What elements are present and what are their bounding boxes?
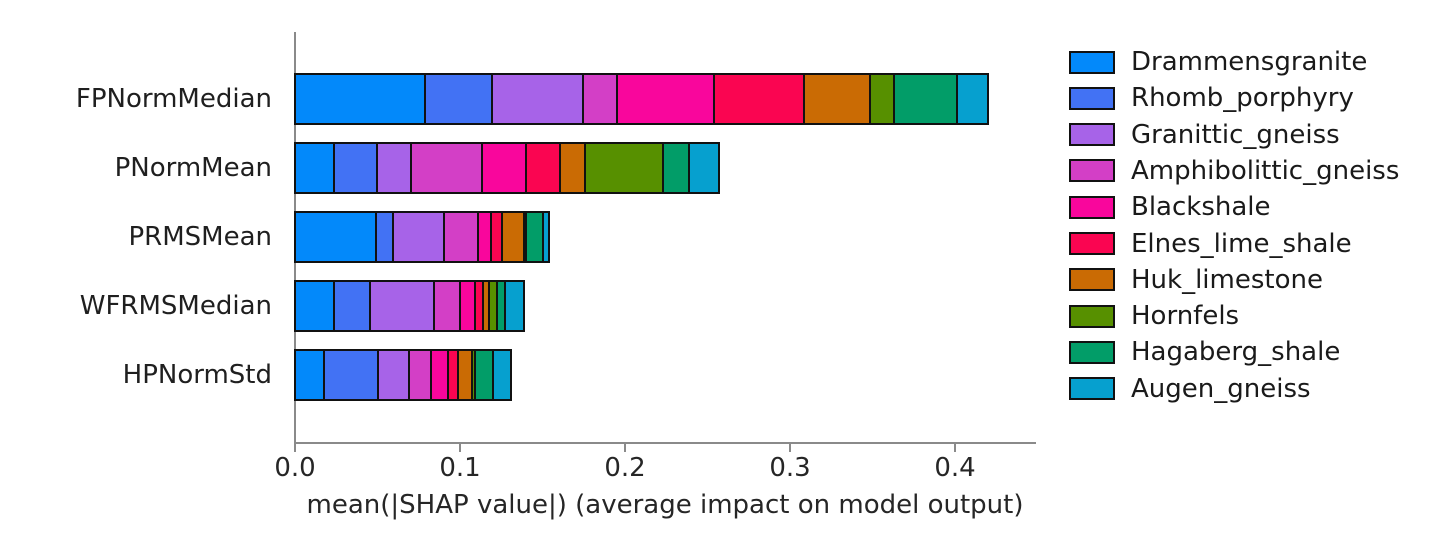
legend-swatch	[1069, 268, 1115, 292]
bar-segment	[424, 73, 494, 125]
legend-item: Blackshale	[1069, 190, 1271, 224]
legend-swatch	[1069, 195, 1115, 219]
bar-segment	[323, 349, 380, 401]
legend-label: Drammensgranite	[1131, 47, 1368, 77]
legend-item: Hornfels	[1069, 299, 1239, 333]
legend-label: Hagaberg_shale	[1131, 337, 1341, 368]
y-tick-label: PRMSMean	[128, 222, 272, 252]
legend-item: Amphibolittic_gneiss	[1069, 154, 1399, 188]
bar-segment	[615, 73, 715, 125]
legend-label: Blackshale	[1131, 192, 1271, 223]
x-tick-mark	[294, 443, 296, 452]
legend-item: Elnes_lime_shale	[1069, 227, 1352, 261]
bar-segment	[524, 142, 562, 194]
legend-swatch	[1069, 159, 1115, 183]
bar-segment	[712, 73, 806, 125]
bar-segment	[559, 142, 586, 194]
bar-segment	[541, 211, 550, 263]
x-tick-mark	[789, 443, 791, 452]
bar-row	[294, 280, 526, 332]
legend-swatch	[1069, 377, 1115, 401]
x-axis-label: mean(|SHAP value|) (average impact on mo…	[306, 490, 1024, 520]
legend-item: Drammensgranite	[1069, 45, 1367, 79]
legend-swatch	[1069, 50, 1115, 74]
bar-segment	[955, 73, 989, 125]
x-tick-mark	[459, 443, 461, 452]
bar-segment	[491, 73, 584, 125]
y-tick-label: PNormMean	[114, 153, 272, 183]
legend-item: Hagaberg_shale	[1069, 335, 1340, 369]
legend-swatch	[1069, 123, 1115, 147]
bar-segment	[893, 73, 958, 125]
bar-segment	[583, 142, 665, 194]
legend-item: Granittic_gneiss	[1069, 118, 1340, 152]
bar-segment	[688, 142, 720, 194]
legend-swatch	[1069, 232, 1115, 255]
legend-label: Rhomb_porphyry	[1131, 83, 1354, 114]
bar-segment	[369, 280, 436, 332]
x-tick-label: 0.4	[934, 453, 976, 483]
bar-segment	[503, 280, 526, 332]
bar-segment	[410, 142, 483, 194]
bar-segment	[294, 349, 326, 401]
x-axis-spine	[294, 442, 1036, 444]
x-tick-label: 0.3	[769, 453, 811, 483]
bar-segment	[581, 73, 618, 125]
y-tick-label: FPNormMedian	[75, 84, 272, 114]
legend-label: Granittic_gneiss	[1131, 119, 1340, 150]
legend-swatch	[1069, 304, 1115, 328]
legend-swatch	[1069, 86, 1115, 110]
legend-item: Rhomb_porphyry	[1069, 81, 1354, 115]
bar-segment	[480, 142, 527, 194]
x-tick-label: 0.0	[274, 453, 316, 483]
bar-segment	[294, 211, 377, 263]
bar-segment	[869, 73, 896, 125]
bar-segment	[433, 280, 462, 332]
bar-segment	[443, 211, 480, 263]
bar-row	[294, 349, 512, 401]
bar-segment	[492, 349, 512, 401]
x-tick-label: 0.1	[439, 453, 481, 483]
bar-row	[294, 73, 989, 125]
bar-segment	[408, 349, 432, 401]
x-tick-mark	[624, 443, 626, 452]
legend-label: Elnes_lime_shale	[1131, 228, 1352, 259]
legend-label: Hornfels	[1131, 301, 1240, 332]
legend-label: Huk_limestone	[1131, 264, 1323, 295]
bar-segment	[333, 280, 372, 332]
bar-segment	[333, 142, 378, 194]
bar-segment	[377, 349, 411, 401]
legend-item: Huk_limestone	[1069, 263, 1323, 297]
bar-segment	[662, 142, 691, 194]
y-tick-label: WFRMSMedian	[79, 291, 272, 321]
legend-swatch	[1069, 340, 1115, 364]
legend-item: Augen_gneiss	[1069, 372, 1311, 406]
bar-segment	[294, 73, 426, 125]
x-tick-mark	[954, 443, 956, 452]
x-tick-label: 0.2	[604, 453, 646, 483]
bar-segment	[803, 73, 872, 125]
bar-segment	[294, 142, 336, 194]
y-tick-label: HPNormStd	[122, 360, 272, 390]
bar-segment	[375, 142, 413, 194]
bar-row	[294, 142, 720, 194]
bar-segment	[501, 211, 525, 263]
legend-label: Augen_gneiss	[1131, 373, 1311, 404]
legend-label: Amphibolittic_gneiss	[1131, 155, 1400, 186]
bar-segment	[392, 211, 446, 263]
bar-row	[294, 211, 550, 263]
bar-segment	[294, 280, 336, 332]
